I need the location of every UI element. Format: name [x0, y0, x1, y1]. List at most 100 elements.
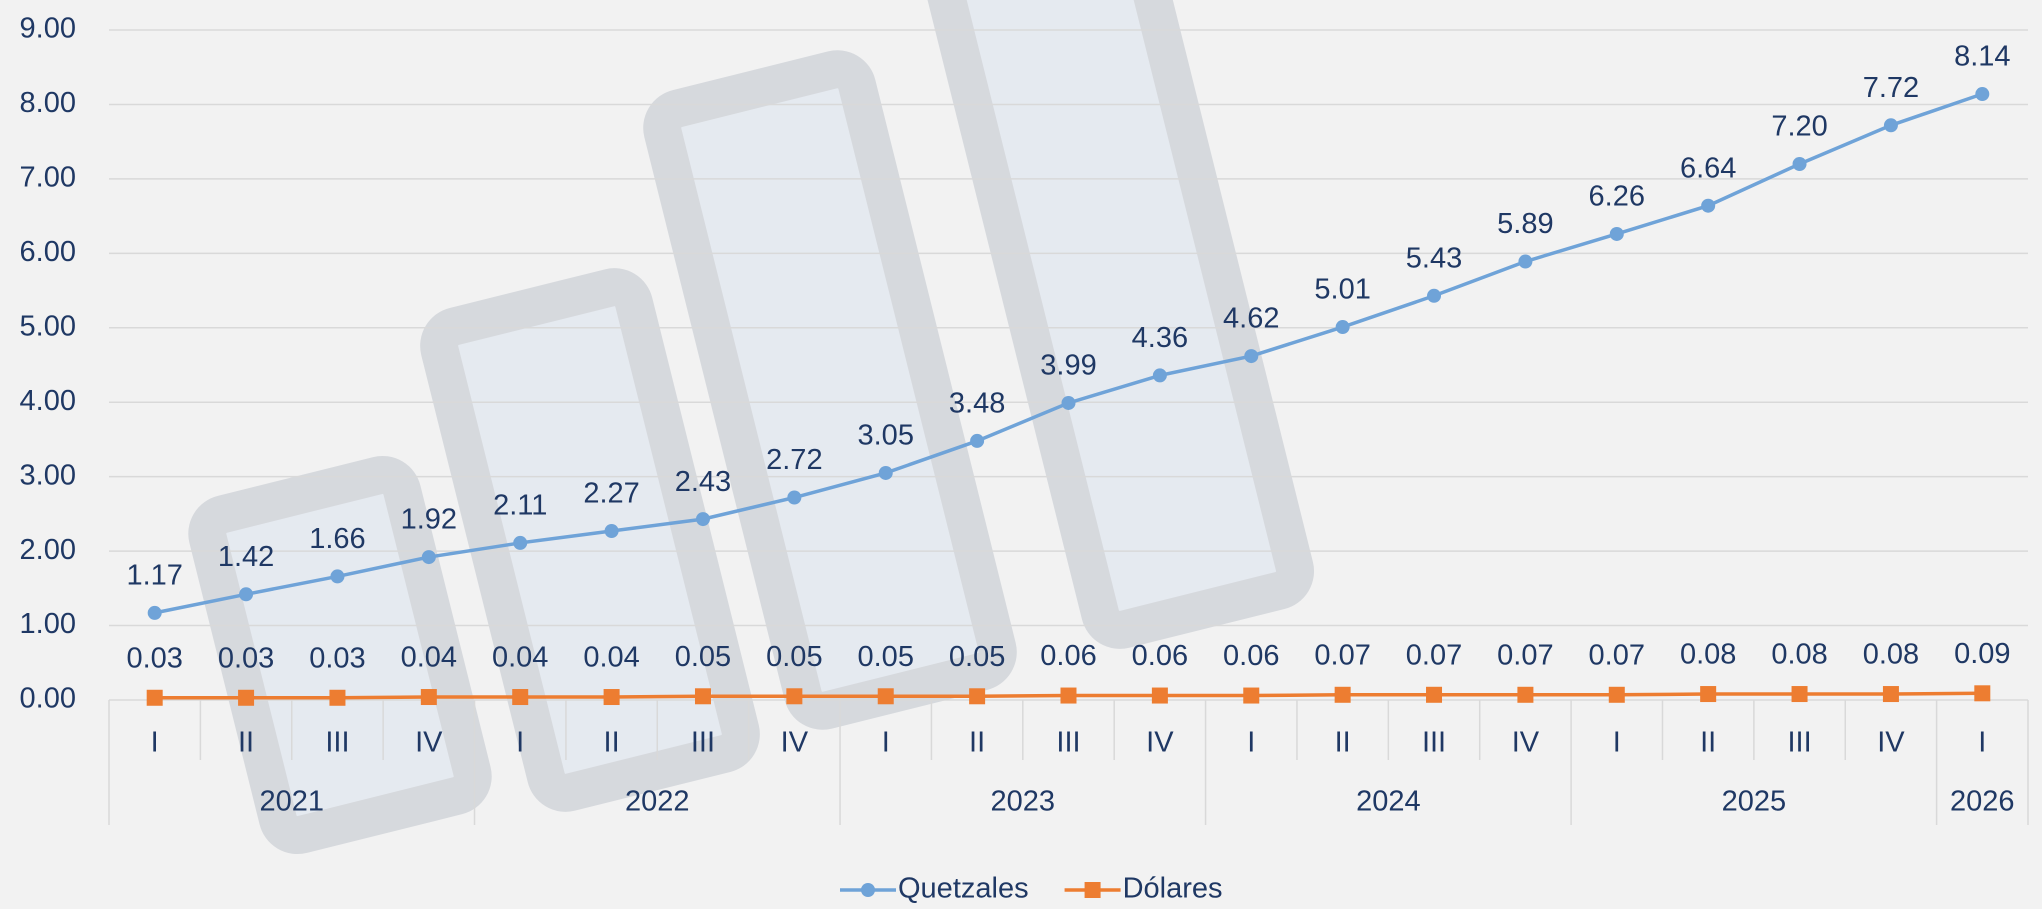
- x-tick-label: II: [238, 727, 254, 759]
- data-label: 0.08: [1771, 639, 1827, 671]
- point: [1793, 157, 1807, 171]
- y-tick-label: 4.00: [20, 385, 76, 417]
- point: [148, 606, 162, 620]
- data-label: 0.07: [1314, 639, 1370, 671]
- point: [1153, 368, 1167, 382]
- point: [1609, 687, 1625, 703]
- chart: 0.001.002.003.004.005.006.007.008.009.00…: [0, 0, 2042, 909]
- x-tick-label: IV: [415, 727, 443, 759]
- point: [1792, 686, 1808, 702]
- legend-marker: [861, 883, 875, 897]
- point: [1518, 255, 1532, 269]
- x-tick-label: IV: [781, 727, 809, 759]
- y-tick-label: 3.00: [20, 459, 76, 491]
- y-tick-label: 2.00: [20, 534, 76, 566]
- data-label: 0.09: [1954, 638, 2010, 670]
- group-label: 2024: [1356, 786, 1421, 818]
- x-tick-label: I: [1247, 727, 1255, 759]
- point: [147, 690, 163, 706]
- data-label: 0.03: [309, 642, 365, 674]
- point: [1426, 687, 1442, 703]
- x-tick-label: I: [882, 727, 890, 759]
- watermark-bar: [435, 283, 745, 797]
- y-tick-label: 1.00: [20, 608, 76, 640]
- point: [1701, 199, 1715, 213]
- group-label: 2023: [991, 786, 1056, 818]
- data-label: 5.43: [1406, 242, 1462, 274]
- point: [1700, 686, 1716, 702]
- data-label: 3.48: [949, 388, 1005, 420]
- point: [970, 434, 984, 448]
- point: [969, 688, 985, 704]
- point: [1974, 685, 1990, 701]
- data-label: 4.62: [1223, 303, 1279, 335]
- x-tick-label: IV: [1512, 727, 1540, 759]
- data-label: 0.06: [1223, 640, 1279, 672]
- data-label: 5.89: [1497, 208, 1553, 240]
- legend-label: Quetzales: [898, 873, 1029, 905]
- point: [1244, 349, 1258, 363]
- data-label: 6.64: [1680, 152, 1736, 184]
- data-label: 0.07: [1497, 639, 1553, 671]
- data-label: 7.20: [1771, 111, 1827, 143]
- x-tick-label: III: [1787, 727, 1811, 759]
- x-tick-label: I: [516, 727, 524, 759]
- data-label: 2.27: [583, 478, 639, 510]
- x-tick-label: III: [691, 727, 715, 759]
- point: [695, 688, 711, 704]
- y-tick-label: 0.00: [20, 683, 76, 715]
- point: [786, 688, 802, 704]
- data-label: 0.05: [766, 641, 822, 673]
- x-tick-label: IV: [1877, 727, 1905, 759]
- point: [513, 536, 527, 550]
- x-tick-label: I: [151, 727, 159, 759]
- data-label: 0.04: [492, 642, 548, 674]
- data-label: 2.43: [675, 466, 731, 498]
- point: [1517, 687, 1533, 703]
- group-label: 2026: [1950, 786, 2015, 818]
- data-label: 0.07: [1406, 639, 1462, 671]
- point: [421, 689, 437, 705]
- point: [422, 550, 436, 564]
- point: [1427, 289, 1441, 303]
- x-tick-label: IV: [1146, 727, 1174, 759]
- y-tick-label: 6.00: [20, 236, 76, 268]
- data-label: 1.42: [218, 541, 274, 573]
- watermark: [203, 0, 1299, 839]
- data-label: 0.08: [1863, 639, 1919, 671]
- point: [1062, 396, 1076, 410]
- x-tick-label: II: [1700, 727, 1716, 759]
- point: [330, 569, 344, 583]
- data-label: 0.06: [1040, 640, 1096, 672]
- group-label: 2021: [260, 786, 325, 818]
- data-label: 5.01: [1314, 274, 1370, 306]
- data-label: 1.92: [401, 504, 457, 536]
- y-tick-label: 7.00: [20, 162, 76, 194]
- data-label: 1.17: [126, 560, 182, 592]
- data-label: 4.36: [1132, 322, 1188, 354]
- point: [239, 587, 253, 601]
- group-label: 2025: [1722, 786, 1787, 818]
- point: [696, 512, 710, 526]
- x-tick-label: III: [1422, 727, 1446, 759]
- y-tick-label: 8.00: [20, 87, 76, 119]
- point: [787, 491, 801, 505]
- point: [878, 688, 894, 704]
- point: [1243, 688, 1259, 704]
- data-label: 0.05: [858, 641, 914, 673]
- data-label: 6.26: [1589, 181, 1645, 213]
- legend-marker: [1085, 882, 1101, 898]
- point: [1975, 87, 1989, 101]
- data-label: 0.03: [218, 642, 274, 674]
- data-label: 0.04: [583, 642, 639, 674]
- point: [604, 689, 620, 705]
- point: [512, 689, 528, 705]
- point: [329, 690, 345, 706]
- x-tick-label: I: [1978, 727, 1986, 759]
- point: [605, 524, 619, 538]
- point: [1883, 686, 1899, 702]
- data-label: 7.72: [1863, 72, 1919, 104]
- data-label: 0.05: [675, 641, 731, 673]
- point: [1884, 118, 1898, 132]
- data-label: 0.04: [401, 642, 457, 674]
